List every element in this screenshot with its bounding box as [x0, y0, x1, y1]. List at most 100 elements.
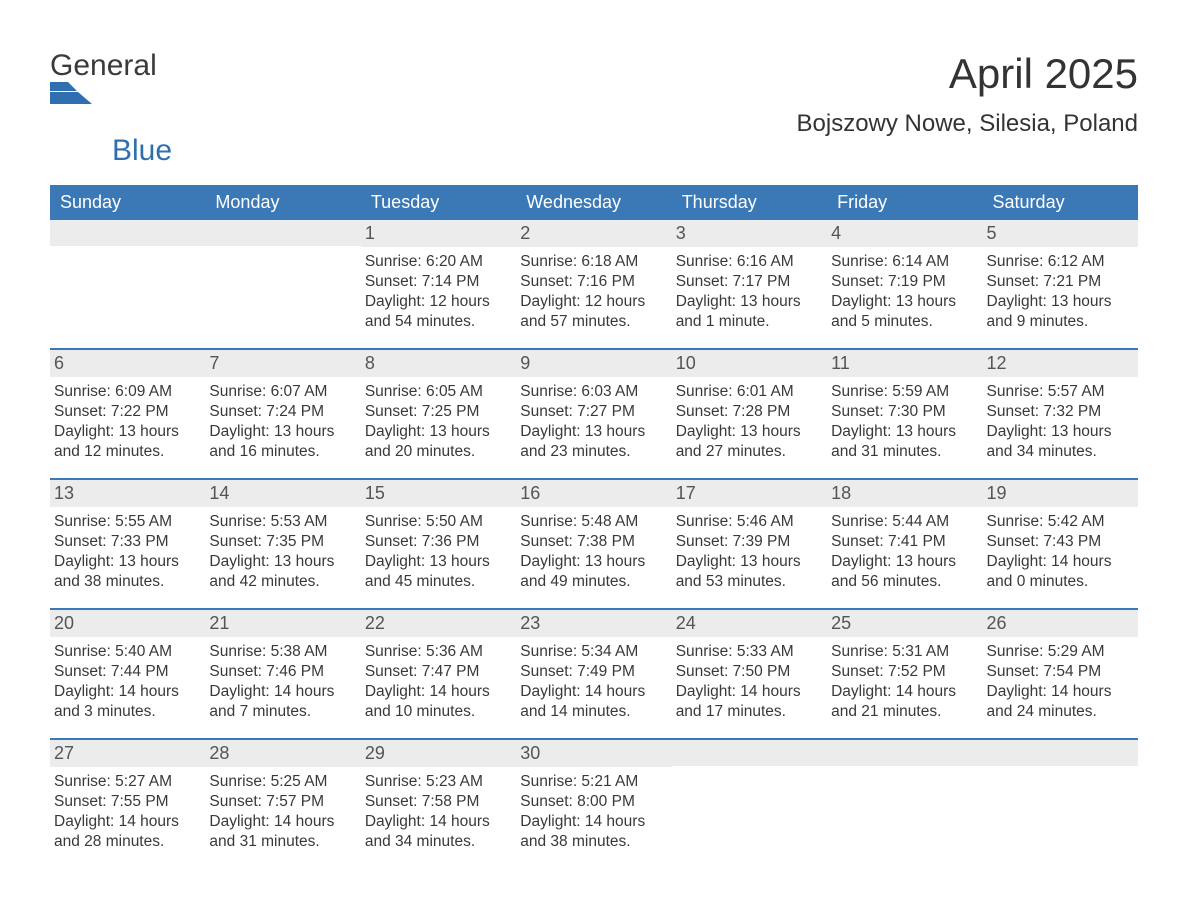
sunrise-text: Sunrise: 5:31 AM	[831, 642, 976, 662]
day-body: Sunrise: 6:20 AMSunset: 7:14 PMDaylight:…	[361, 247, 516, 341]
day-cell: 1Sunrise: 6:20 AMSunset: 7:14 PMDaylight…	[361, 220, 516, 348]
daylight-text: Daylight: 14 hours and 24 minutes.	[987, 682, 1132, 722]
sunset-text: Sunset: 7:35 PM	[209, 532, 354, 552]
daylight-text: Daylight: 14 hours and 28 minutes.	[54, 812, 199, 852]
sunrise-text: Sunrise: 5:23 AM	[365, 772, 510, 792]
sunset-text: Sunset: 7:52 PM	[831, 662, 976, 682]
daylight-text: Daylight: 14 hours and 34 minutes.	[365, 812, 510, 852]
sunrise-text: Sunrise: 6:05 AM	[365, 382, 510, 402]
day-number: 13	[50, 480, 205, 507]
daylight-text: Daylight: 14 hours and 10 minutes.	[365, 682, 510, 722]
sunrise-text: Sunrise: 6:18 AM	[520, 252, 665, 272]
sunset-text: Sunset: 7:27 PM	[520, 402, 665, 422]
dayhead-thursday: Thursday	[672, 185, 827, 220]
daynum-row: 5	[983, 220, 1138, 247]
sunset-text: Sunset: 7:30 PM	[831, 402, 976, 422]
flag-icon	[50, 82, 172, 104]
day-number	[205, 220, 360, 226]
sunrise-text: Sunrise: 5:59 AM	[831, 382, 976, 402]
sunset-text: Sunset: 7:32 PM	[987, 402, 1132, 422]
day-number: 10	[672, 350, 827, 377]
day-body: Sunrise: 6:09 AMSunset: 7:22 PMDaylight:…	[50, 377, 205, 471]
daynum-row: 28	[205, 740, 360, 767]
day-body: Sunrise: 5:55 AMSunset: 7:33 PMDaylight:…	[50, 507, 205, 601]
sunrise-text: Sunrise: 5:25 AM	[209, 772, 354, 792]
logo-word2: Blue	[50, 135, 172, 167]
day-cell: 12Sunrise: 5:57 AMSunset: 7:32 PMDayligh…	[983, 350, 1138, 478]
sunrise-text: Sunrise: 5:55 AM	[54, 512, 199, 532]
daylight-text: Daylight: 14 hours and 17 minutes.	[676, 682, 821, 722]
week-row: 1Sunrise: 6:20 AMSunset: 7:14 PMDaylight…	[50, 220, 1138, 348]
daynum-row: 7	[205, 350, 360, 377]
daylight-text: Daylight: 13 hours and 5 minutes.	[831, 292, 976, 332]
daynum-row: 27	[50, 740, 205, 767]
sunset-text: Sunset: 7:58 PM	[365, 792, 510, 812]
title-block: April 2025 Bojszowy Nowe, Silesia, Polan…	[797, 50, 1139, 138]
calendar: Sunday Monday Tuesday Wednesday Thursday…	[50, 185, 1138, 868]
day-body: Sunrise: 6:01 AMSunset: 7:28 PMDaylight:…	[672, 377, 827, 471]
sunrise-text: Sunrise: 5:29 AM	[987, 642, 1132, 662]
day-cell	[205, 220, 360, 348]
daylight-text: Daylight: 13 hours and 45 minutes.	[365, 552, 510, 592]
day-body: Sunrise: 5:27 AMSunset: 7:55 PMDaylight:…	[50, 767, 205, 861]
sunrise-text: Sunrise: 6:20 AM	[365, 252, 510, 272]
sunset-text: Sunset: 7:17 PM	[676, 272, 821, 292]
day-body: Sunrise: 5:57 AMSunset: 7:32 PMDaylight:…	[983, 377, 1138, 471]
daylight-text: Daylight: 13 hours and 31 minutes.	[831, 422, 976, 462]
sunset-text: Sunset: 7:24 PM	[209, 402, 354, 422]
day-body	[827, 766, 982, 779]
day-body: Sunrise: 5:25 AMSunset: 7:57 PMDaylight:…	[205, 767, 360, 861]
day-cell: 26Sunrise: 5:29 AMSunset: 7:54 PMDayligh…	[983, 610, 1138, 738]
sunset-text: Sunset: 7:46 PM	[209, 662, 354, 682]
sunrise-text: Sunrise: 5:53 AM	[209, 512, 354, 532]
day-number: 28	[205, 740, 360, 767]
day-body: Sunrise: 6:18 AMSunset: 7:16 PMDaylight:…	[516, 247, 671, 341]
daynum-row: 12	[983, 350, 1138, 377]
sunset-text: Sunset: 7:14 PM	[365, 272, 510, 292]
sunset-text: Sunset: 7:21 PM	[987, 272, 1132, 292]
day-cell: 2Sunrise: 6:18 AMSunset: 7:16 PMDaylight…	[516, 220, 671, 348]
day-number: 12	[983, 350, 1138, 377]
daylight-text: Daylight: 13 hours and 49 minutes.	[520, 552, 665, 592]
daynum-row	[50, 220, 205, 246]
week-row: 13Sunrise: 5:55 AMSunset: 7:33 PMDayligh…	[50, 478, 1138, 608]
sunrise-text: Sunrise: 5:57 AM	[987, 382, 1132, 402]
logo: General Blue	[50, 50, 172, 167]
daynum-row: 3	[672, 220, 827, 247]
day-number: 26	[983, 610, 1138, 637]
day-cell: 19Sunrise: 5:42 AMSunset: 7:43 PMDayligh…	[983, 480, 1138, 608]
daynum-row: 30	[516, 740, 671, 767]
header: General Blue April 2025 Bojszowy Nowe, S…	[50, 50, 1138, 167]
sunset-text: Sunset: 7:55 PM	[54, 792, 199, 812]
day-cell: 14Sunrise: 5:53 AMSunset: 7:35 PMDayligh…	[205, 480, 360, 608]
day-number: 2	[516, 220, 671, 247]
day-cell: 22Sunrise: 5:36 AMSunset: 7:47 PMDayligh…	[361, 610, 516, 738]
sunrise-text: Sunrise: 6:14 AM	[831, 252, 976, 272]
day-number: 24	[672, 610, 827, 637]
day-cell: 24Sunrise: 5:33 AMSunset: 7:50 PMDayligh…	[672, 610, 827, 738]
day-number: 16	[516, 480, 671, 507]
daynum-row: 15	[361, 480, 516, 507]
daynum-row: 9	[516, 350, 671, 377]
day-cell: 13Sunrise: 5:55 AMSunset: 7:33 PMDayligh…	[50, 480, 205, 608]
day-cell: 3Sunrise: 6:16 AMSunset: 7:17 PMDaylight…	[672, 220, 827, 348]
day-number: 6	[50, 350, 205, 377]
sunrise-text: Sunrise: 6:03 AM	[520, 382, 665, 402]
daylight-text: Daylight: 13 hours and 42 minutes.	[209, 552, 354, 592]
daynum-row: 1	[361, 220, 516, 247]
day-body: Sunrise: 5:50 AMSunset: 7:36 PMDaylight:…	[361, 507, 516, 601]
daylight-text: Daylight: 12 hours and 57 minutes.	[520, 292, 665, 332]
dayhead-friday: Friday	[827, 185, 982, 220]
day-cell: 10Sunrise: 6:01 AMSunset: 7:28 PMDayligh…	[672, 350, 827, 478]
dayhead-tuesday: Tuesday	[361, 185, 516, 220]
daylight-text: Daylight: 13 hours and 16 minutes.	[209, 422, 354, 462]
day-body: Sunrise: 5:36 AMSunset: 7:47 PMDaylight:…	[361, 637, 516, 731]
day-cell: 27Sunrise: 5:27 AMSunset: 7:55 PMDayligh…	[50, 740, 205, 868]
day-body	[672, 766, 827, 779]
day-cell: 4Sunrise: 6:14 AMSunset: 7:19 PMDaylight…	[827, 220, 982, 348]
daynum-row	[827, 740, 982, 766]
sunrise-text: Sunrise: 5:27 AM	[54, 772, 199, 792]
daynum-row: 16	[516, 480, 671, 507]
day-cell: 18Sunrise: 5:44 AMSunset: 7:41 PMDayligh…	[827, 480, 982, 608]
daylight-text: Daylight: 13 hours and 34 minutes.	[987, 422, 1132, 462]
